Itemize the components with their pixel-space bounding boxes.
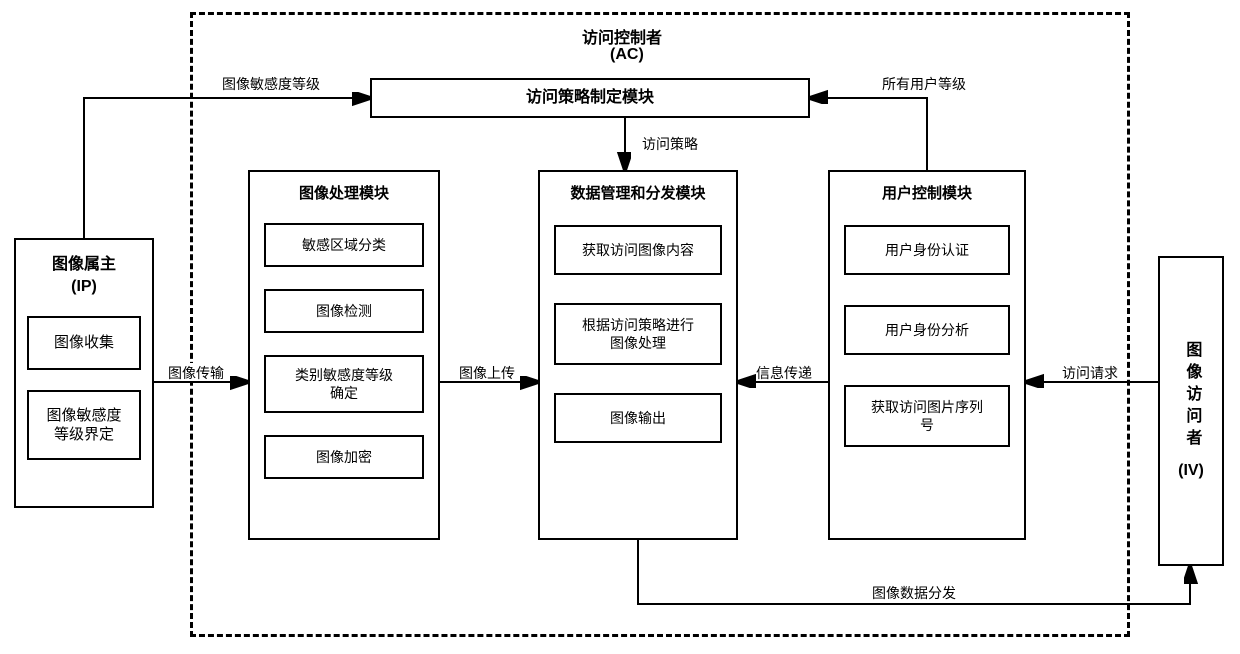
ip-box: 图像属主 (IP) 图像收集 图像敏感度 等级界定 — [14, 238, 154, 508]
data-mgmt-item-2: 图像输出 — [554, 393, 722, 443]
edge-label-info-pass: 信息传递 — [754, 363, 814, 383]
iv-box: 图像访问者 (IV) — [1158, 256, 1224, 566]
edge-label-img-dist: 图像数据分发 — [870, 583, 958, 603]
edge-label-access-req: 访问请求 — [1060, 363, 1120, 383]
user-ctrl-item-2: 获取访问图片序列 号 — [844, 385, 1010, 447]
edge-label-img-upload: 图像上传 — [457, 363, 517, 383]
ip-subtitle: (IP) — [16, 278, 152, 300]
edge-label-user-level: 所有用户等级 — [880, 74, 968, 94]
diagram-canvas: 访问控制者 (AC) 访问策略制定模块 图像属主 (IP) 图像收集 图像敏感度… — [0, 0, 1240, 654]
ac-subtitle: (AC) — [608, 46, 646, 64]
ip-item-0: 图像收集 — [27, 316, 141, 370]
user-ctrl-item-0: 用户身份认证 — [844, 225, 1010, 275]
image-proc-item-0: 敏感区域分类 — [264, 223, 424, 267]
data-mgmt-item-1: 根据访问策略进行 图像处理 — [554, 303, 722, 365]
data-mgmt-item-0: 获取访问图像内容 — [554, 225, 722, 275]
ip-item-1: 图像敏感度 等级界定 — [27, 390, 141, 460]
edge-label-policy: 访问策略 — [640, 134, 700, 154]
image-proc-item-2: 类别敏感度等级 确定 — [264, 355, 424, 413]
data-mgmt-title: 数据管理和分发模块 — [540, 172, 736, 207]
edge-label-img-transfer: 图像传输 — [166, 363, 226, 383]
edge-label-sens-level: 图像敏感度等级 — [220, 74, 322, 94]
image-proc-title: 图像处理模块 — [250, 172, 438, 207]
iv-title-vertical: 图像访问者 — [1181, 341, 1202, 451]
image-proc-box: 图像处理模块 敏感区域分类 图像检测 类别敏感度等级 确定 图像加密 — [248, 170, 440, 540]
iv-subtitle: (IV) — [1178, 461, 1204, 482]
image-proc-item-1: 图像检测 — [264, 289, 424, 333]
data-mgmt-box: 数据管理和分发模块 获取访问图像内容 根据访问策略进行 图像处理 图像输出 — [538, 170, 738, 540]
ip-title: 图像属主 — [16, 240, 152, 278]
user-ctrl-item-1: 用户身份分析 — [844, 305, 1010, 355]
user-ctrl-title: 用户控制模块 — [830, 172, 1024, 207]
ac-title: 访问控制者 — [580, 24, 664, 48]
policy-module-box: 访问策略制定模块 — [370, 78, 810, 118]
image-proc-item-3: 图像加密 — [264, 435, 424, 479]
user-ctrl-box: 用户控制模块 用户身份认证 用户身份分析 获取访问图片序列 号 — [828, 170, 1026, 540]
